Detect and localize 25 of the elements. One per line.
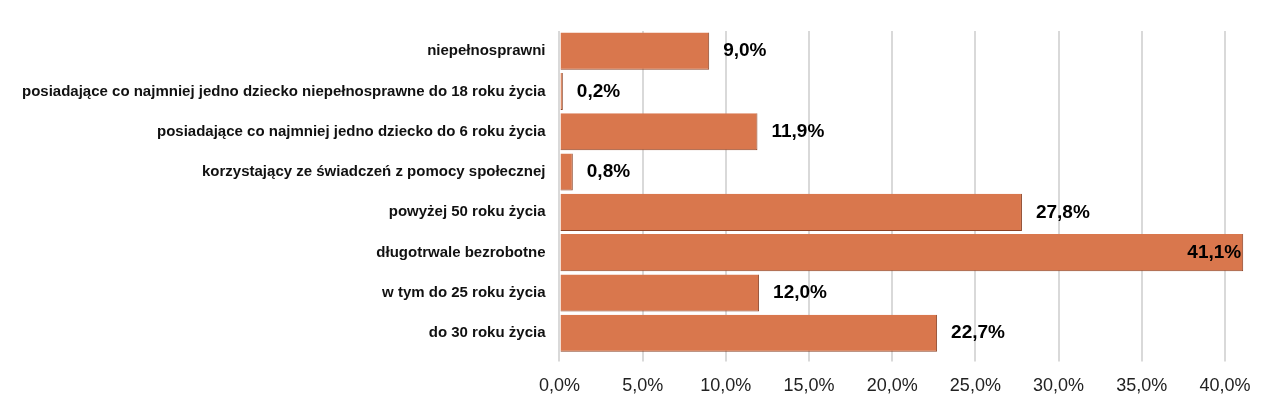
x-tick-label: 40,0% <box>1199 375 1251 396</box>
x-tick-label: 0,0% <box>538 375 581 396</box>
x-tick-label: 5,0% <box>622 375 664 396</box>
y-tick-label: posiadające co najmniej jedno dziecko do 6 roku życia <box>157 121 547 139</box>
y-tick-label: korzystający ze świadczeń z pomocy społecznej <box>202 162 546 180</box>
x-tick-label: 20,0% <box>866 375 918 396</box>
y-tick-label: długotrwale bezrobotne <box>376 242 546 260</box>
data-label: 22,7% <box>951 321 1006 343</box>
data-label: 11,9% <box>771 119 825 141</box>
data-label: 0,2% <box>576 79 621 101</box>
data-label: 12,0% <box>773 281 828 303</box>
y-tick-label: do 30 roku życia <box>428 323 547 341</box>
data-label: 41,1% <box>1187 240 1242 262</box>
x-tick-label: 25,0% <box>949 375 1001 396</box>
y-tick-label: powyżej 50 roku życia <box>388 202 547 220</box>
y-tick-label: w tym do 25 roku życia <box>381 283 547 301</box>
x-tick-label: 10,0% <box>700 375 752 396</box>
x-tick-label: 15,0% <box>783 375 835 396</box>
data-label: 9,0% <box>723 39 767 61</box>
y-tick-label: posiadające co najmniej jedno dziecko niepełnosprawne do 18 roku życia <box>21 81 547 99</box>
x-tick-label: 35,0% <box>1116 375 1168 396</box>
x-tick-label: 30,0% <box>1033 375 1085 396</box>
y-tick-label: niepełnosprawni <box>427 41 546 59</box>
data-label: 0,8% <box>586 160 631 182</box>
data-label: 27,8% <box>1035 200 1090 222</box>
